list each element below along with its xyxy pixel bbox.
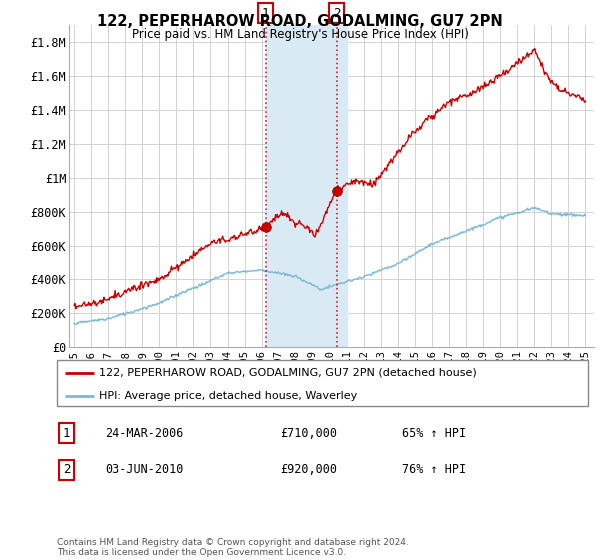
Text: 2: 2	[63, 463, 70, 476]
Text: 1: 1	[63, 427, 70, 440]
Text: 122, PEPERHAROW ROAD, GODALMING, GU7 2PN (detached house): 122, PEPERHAROW ROAD, GODALMING, GU7 2PN…	[100, 368, 477, 378]
Text: £920,000: £920,000	[280, 463, 337, 476]
Text: 65% ↑ HPI: 65% ↑ HPI	[402, 427, 466, 440]
FancyBboxPatch shape	[57, 360, 588, 406]
Text: 122, PEPERHAROW ROAD, GODALMING, GU7 2PN: 122, PEPERHAROW ROAD, GODALMING, GU7 2PN	[97, 14, 503, 29]
Text: 03-JUN-2010: 03-JUN-2010	[105, 463, 183, 476]
Bar	[266, 25, 347, 347]
Text: Price paid vs. HM Land Registry's House Price Index (HPI): Price paid vs. HM Land Registry's House …	[131, 28, 469, 41]
Text: HPI: Average price, detached house, Waverley: HPI: Average price, detached house, Wave…	[100, 391, 358, 401]
Text: £710,000: £710,000	[280, 427, 337, 440]
Text: 24-MAR-2006: 24-MAR-2006	[105, 427, 183, 440]
Text: Contains HM Land Registry data © Crown copyright and database right 2024.
This d: Contains HM Land Registry data © Crown c…	[57, 538, 409, 557]
Text: 76% ↑ HPI: 76% ↑ HPI	[402, 463, 466, 476]
Text: 2: 2	[333, 7, 341, 20]
Text: 1: 1	[262, 7, 269, 20]
